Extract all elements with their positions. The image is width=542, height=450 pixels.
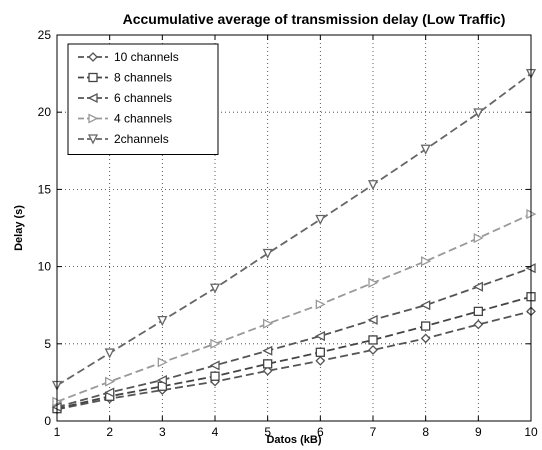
data-point (262, 345, 273, 356)
data-point (368, 345, 378, 355)
data-point (420, 300, 431, 311)
legend-item: 8 channels (78, 71, 172, 85)
series-line (56, 72, 532, 387)
legend-item: 2channels (78, 132, 169, 146)
legend-marker (87, 92, 98, 104)
data-point (472, 281, 483, 292)
legend: 10 channels 8 channels 6 channels 4 channel… (67, 43, 219, 155)
series-line (56, 213, 532, 403)
chart-title: Accumulative average of transmission del… (123, 11, 506, 27)
data-point (315, 299, 326, 310)
data-point (209, 360, 220, 371)
series-line (56, 267, 532, 408)
x-tick-label: 7 (370, 425, 377, 439)
x-tick-label: 6 (317, 425, 324, 439)
data-point (104, 348, 115, 359)
x-tick-label: 9 (475, 425, 482, 439)
legend-marker (88, 113, 99, 124)
data-point (314, 331, 325, 342)
data-point (104, 387, 115, 398)
data-point (473, 108, 484, 119)
data-point (210, 338, 221, 349)
x-tick-label: 2 (106, 425, 113, 439)
legend-item: 10 channels (78, 50, 179, 64)
legend-marker (88, 52, 98, 62)
data-point (367, 314, 378, 325)
legend-item: 4 channels (78, 112, 172, 126)
data-point (263, 318, 274, 329)
legend-marker (87, 134, 99, 145)
data-point (420, 144, 431, 155)
data-point (315, 214, 326, 225)
x-tick-label: 8 (422, 425, 429, 439)
data-point (367, 180, 379, 191)
data-point (368, 277, 379, 288)
series-5 (51, 68, 537, 391)
data-point (473, 306, 483, 317)
x-tick-label: 5 (264, 425, 271, 439)
legend-label: 8 channels (114, 71, 172, 85)
data-point (105, 376, 116, 387)
y-axis-label: Delay (s) (13, 205, 25, 251)
axes-frame (56, 34, 532, 422)
y-tick-label: 20 (38, 105, 52, 119)
legend-marker (88, 72, 98, 83)
x-tick-label: 4 (212, 425, 219, 439)
data-point (157, 357, 168, 368)
legend-label: 6 channels (114, 91, 172, 105)
data-point (315, 355, 326, 366)
y-tick-label: 10 (38, 260, 52, 274)
legend-label: 4 channels (114, 112, 172, 126)
data-point (262, 365, 273, 376)
data-point (368, 335, 378, 345)
legend-label: 2channels (114, 132, 169, 146)
data-point (421, 321, 431, 331)
data-point (420, 333, 431, 344)
legend-label: 10 channels (114, 50, 179, 64)
x-tick-label: 1 (54, 425, 61, 439)
data-point (421, 256, 432, 267)
axes (56, 34, 532, 422)
y-tick-label: 5 (44, 337, 51, 351)
data-point (156, 375, 167, 386)
x-tick-label: 10 (524, 425, 538, 439)
data-point (210, 371, 220, 381)
data-point (262, 248, 273, 259)
y-tick-label: 15 (38, 182, 52, 196)
data-point (315, 347, 325, 357)
series-line (56, 310, 532, 411)
y-tick-label: 25 (38, 28, 52, 42)
y-tick-label: 0 (44, 414, 51, 428)
data-point (473, 319, 484, 330)
x-axis-label: Datos (kB) (266, 434, 321, 446)
data-point (157, 315, 168, 327)
series-line (56, 295, 532, 410)
data-point (263, 359, 273, 369)
legend-item: 6 channels (78, 91, 172, 105)
tick-labels: 1 2 3 4 5 6 7 8 9 10 0 5 10 15 20 25 (38, 28, 538, 439)
x-tick-label: 3 (159, 425, 166, 439)
data-point (473, 232, 484, 244)
data-point (209, 283, 221, 294)
